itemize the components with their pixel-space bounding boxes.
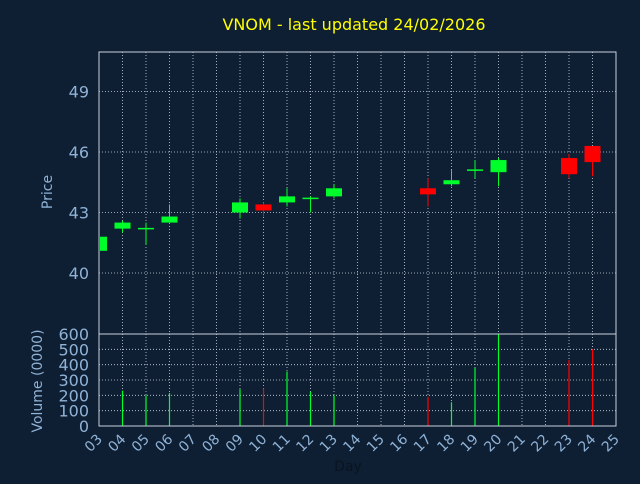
x-axis-label: Day <box>334 459 362 475</box>
candle-body <box>326 188 342 197</box>
price-tick-label: 46 <box>69 143 89 162</box>
price-tick-labels: 40 43 46 49 <box>69 83 89 284</box>
candle-body <box>100 236 107 251</box>
candle-body <box>584 145 601 163</box>
volume-tick-label: 200 <box>58 386 89 405</box>
panel-frames <box>98 51 617 427</box>
volume-axis-label: Volume (0000) <box>30 329 46 432</box>
volume-tick-label: 0 <box>79 417 89 436</box>
chart-title: VNOM - last updated 24/02/2026 <box>222 15 485 34</box>
volume-tick-label: 300 <box>58 371 89 390</box>
volume-tick-label: 600 <box>58 325 89 344</box>
price-axis-label: Price <box>40 175 56 209</box>
volume-tick-label: 100 <box>58 402 89 421</box>
day-tick-labels: 03 04 05 06 07 08 09 10 11 12 13 14 15 16 17 18 19 20 21 22… <box>82 431 623 455</box>
candle-body <box>255 204 272 211</box>
volume-tick-label: 500 <box>58 340 89 359</box>
price-tick-label: 40 <box>69 264 89 283</box>
candle-body <box>114 222 131 229</box>
candle-body <box>443 180 460 185</box>
candle-body <box>490 160 507 173</box>
price-tick-label: 49 <box>69 83 89 102</box>
volume-tick-label: 400 <box>58 356 89 375</box>
candle-body <box>561 158 577 175</box>
candle-body <box>232 202 248 213</box>
candle-body <box>420 188 436 195</box>
candle-body <box>161 216 178 223</box>
candle-body <box>279 196 295 203</box>
volume-bars <box>121 334 594 426</box>
volume-panel-frame <box>98 333 617 427</box>
candles <box>98 145 601 253</box>
price-tick-label: 43 <box>69 204 89 223</box>
